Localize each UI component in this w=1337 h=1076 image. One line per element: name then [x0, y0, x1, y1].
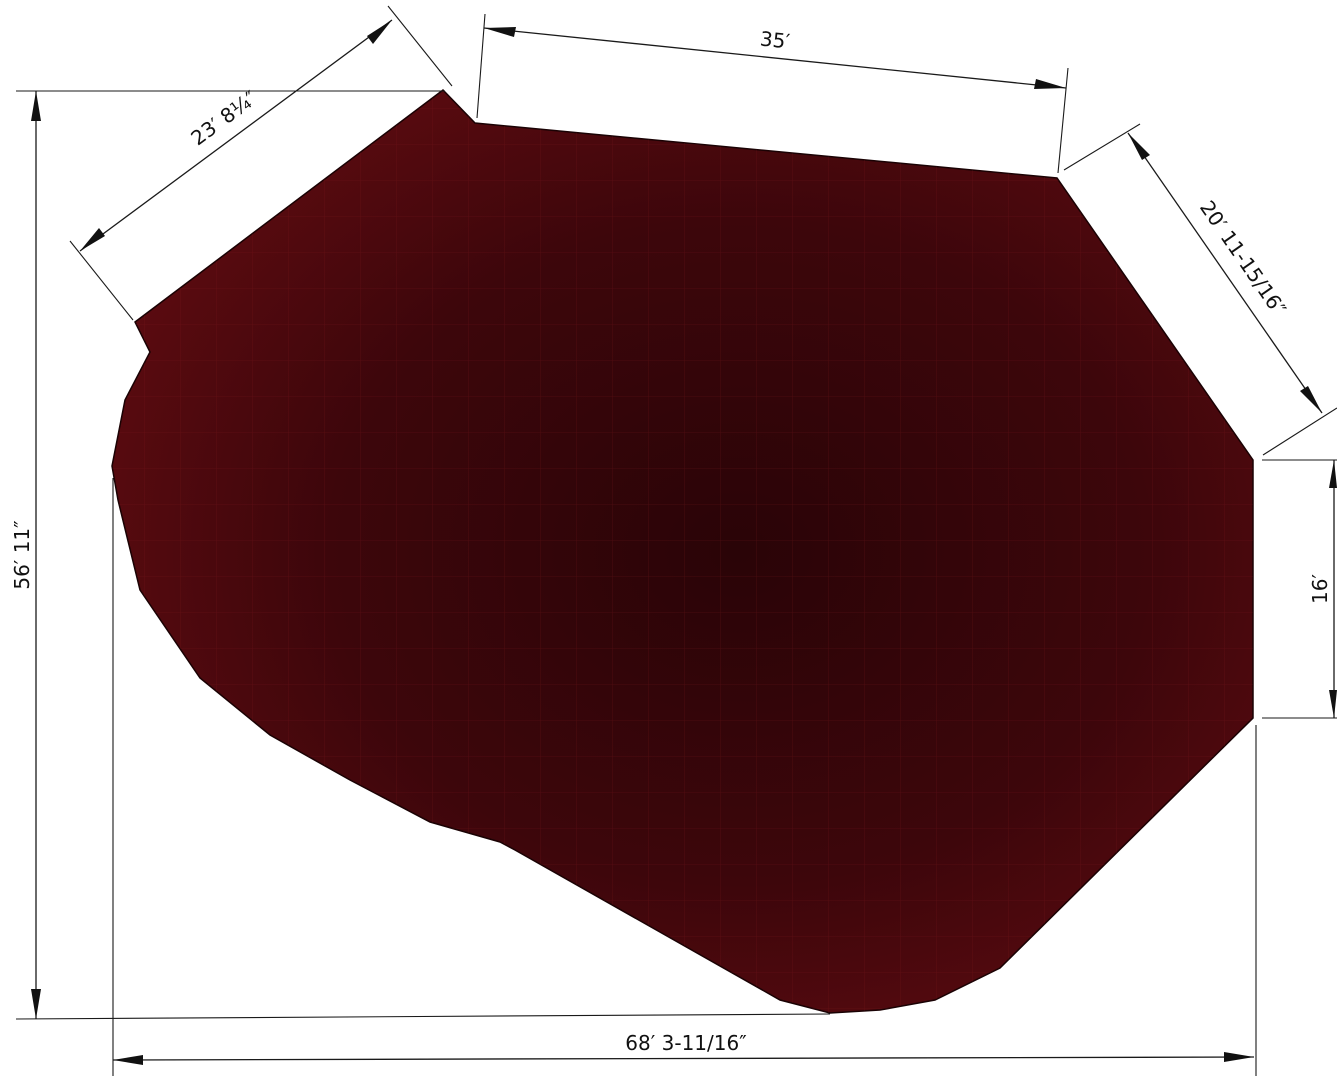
dimension-right-edge: 16′: [1262, 459, 1337, 719]
arrowhead: [113, 1055, 143, 1065]
dimension-label-width: 68′ 3-11/16″: [625, 1031, 746, 1055]
dimension-label-upper-left: 23′ 8¼″: [186, 86, 261, 150]
arrowhead: [31, 989, 41, 1019]
arrowhead: [367, 20, 392, 44]
arrowhead: [1224, 1052, 1254, 1062]
lot-shape: [111, 89, 1254, 1014]
arrowhead: [1329, 460, 1337, 488]
dimension-label-upper-right: 20′ 11-15/16″: [1195, 196, 1291, 320]
arrowhead: [1128, 133, 1150, 160]
arrowhead: [484, 27, 516, 37]
dimension-label-top: 35′: [759, 27, 792, 54]
lot-grid-overlay: [112, 90, 1253, 1013]
dimension-label-height: 56′ 11″: [10, 520, 34, 589]
dimension-overall-width: 68′ 3-11/16″: [112, 478, 1257, 1076]
arrowhead: [1034, 79, 1066, 89]
arrowhead: [1300, 386, 1322, 413]
dimension-top-edge: 35′: [476, 13, 1069, 174]
arrowhead: [1329, 690, 1337, 718]
dimension-label-right: 16′: [1308, 574, 1332, 604]
arrowhead: [31, 91, 41, 121]
arrowhead: [80, 228, 105, 251]
dimension-overall-height: 56′ 11″: [10, 90, 831, 1020]
